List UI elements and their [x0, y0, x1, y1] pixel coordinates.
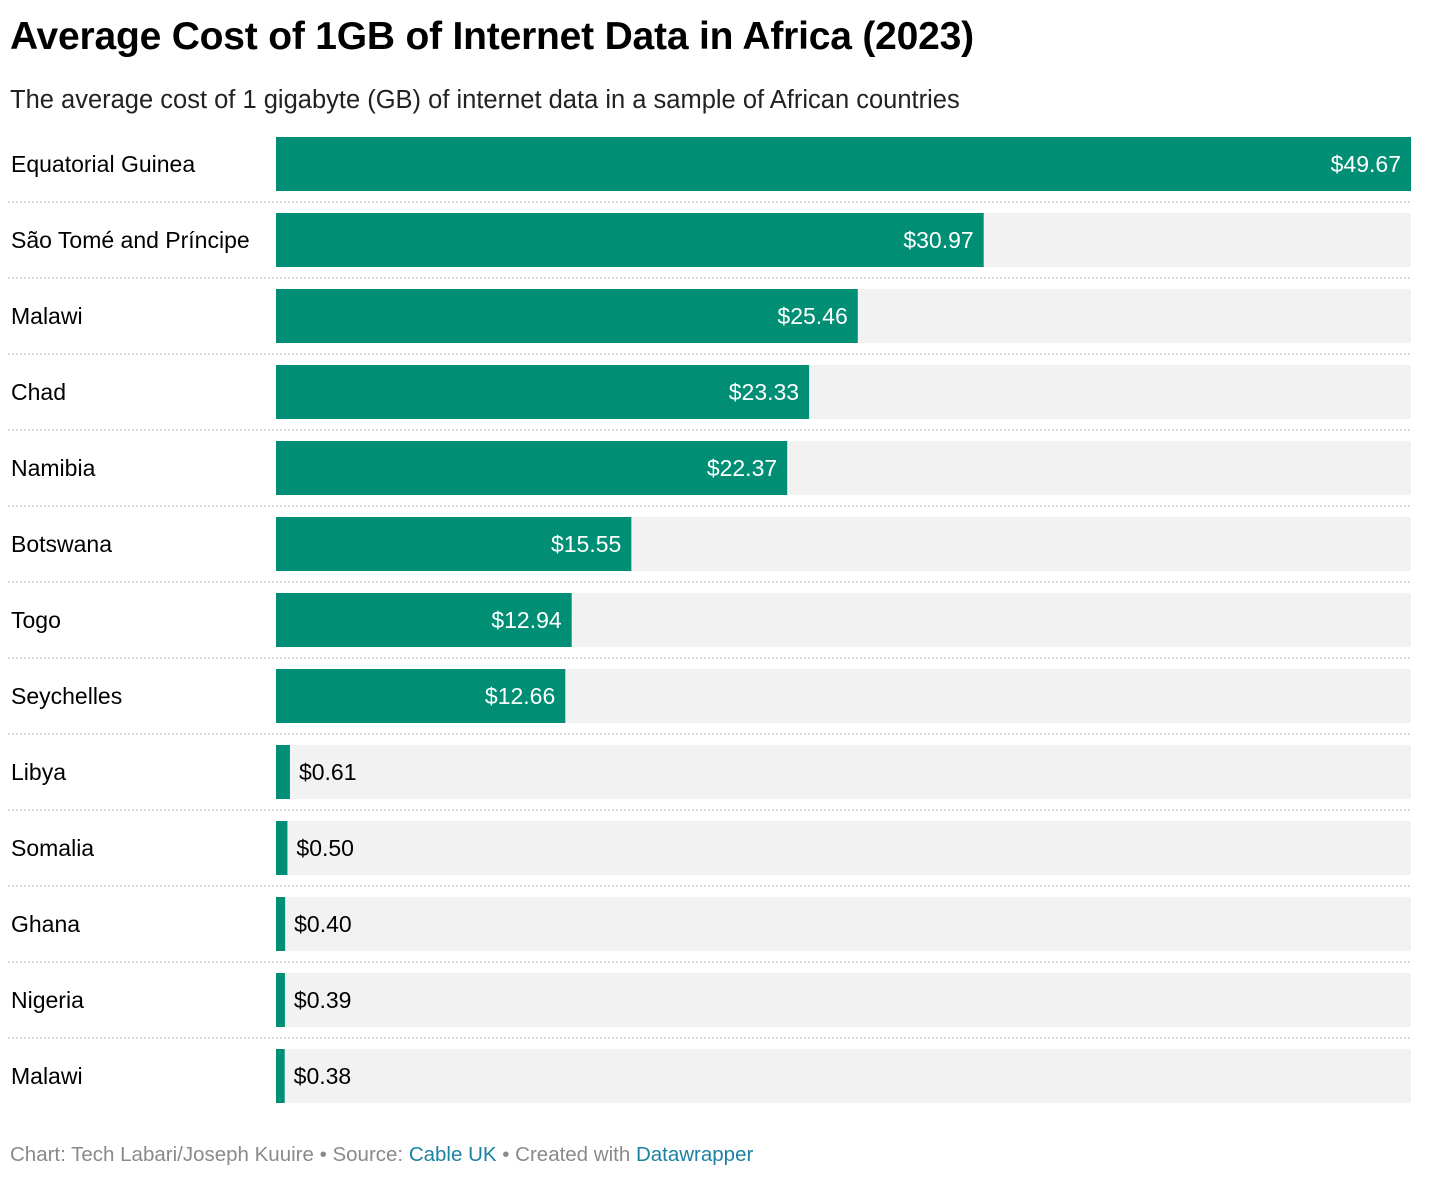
footer-credit: Chart: Tech Labari/Joseph Kuuire — [10, 1143, 314, 1166]
bar-row: Namibia $22.37 — [8, 441, 1411, 507]
value-label: $15.55 — [551, 531, 621, 557]
category-label: Nigeria — [11, 987, 84, 1013]
bar — [276, 669, 566, 723]
bar-row: Somalia $0.50 — [8, 821, 1411, 887]
bar-row: Botswana $15.55 — [8, 517, 1411, 583]
bar-row: Ghana $0.40 — [8, 897, 1411, 963]
chart-subtitle: The average cost of 1 gigabyte (GB) of i… — [10, 86, 960, 114]
category-label: Malawi — [11, 303, 83, 329]
value-label: $12.66 — [485, 683, 555, 709]
category-label: Somalia — [11, 835, 94, 861]
footer-source-prefix: Source: — [332, 1143, 409, 1166]
bar — [276, 821, 288, 875]
category-label: Malawi — [11, 1063, 83, 1089]
category-label: Botswana — [11, 531, 112, 557]
chart-title: Average Cost of 1GB of Internet Data in … — [10, 15, 974, 58]
value-label: $30.97 — [903, 227, 973, 253]
bar-row: Togo $12.94 — [8, 593, 1411, 659]
category-label: Equatorial Guinea — [11, 151, 195, 177]
value-label: $0.50 — [296, 835, 354, 861]
value-label: $0.39 — [294, 987, 352, 1013]
footer-separator: • — [496, 1143, 516, 1166]
bar-track — [276, 897, 1411, 951]
category-label: Libya — [11, 759, 66, 785]
bar-track — [276, 821, 1411, 875]
bar — [276, 745, 290, 799]
bar-row: Equatorial Guinea $49.67 — [8, 137, 1411, 203]
bar — [276, 973, 285, 1027]
chart-footer: Chart: Tech Labari/Joseph Kuuire • Sourc… — [10, 1140, 753, 1170]
value-label: $22.37 — [707, 455, 777, 481]
bar — [276, 441, 788, 495]
bar — [276, 289, 858, 343]
value-label: $49.67 — [1331, 151, 1401, 177]
value-label: $0.61 — [299, 759, 357, 785]
value-label: $0.40 — [294, 911, 352, 937]
value-label: $23.33 — [729, 379, 799, 405]
bar — [276, 365, 810, 419]
bar — [276, 593, 572, 647]
source-link[interactable]: Cable UK — [408, 1143, 497, 1166]
bar — [276, 137, 1411, 191]
bar-row: São Tomé and Príncipe $30.97 — [8, 213, 1411, 279]
category-label: Chad — [11, 379, 66, 405]
datawrapper-link[interactable]: Datawrapper — [635, 1143, 754, 1166]
bar-track — [276, 973, 1411, 1027]
bar-row: Seychelles $12.66 — [8, 669, 1411, 735]
category-label: Togo — [11, 607, 61, 633]
footer-created-prefix: Created with — [515, 1143, 636, 1166]
value-label: $12.94 — [491, 607, 562, 633]
bar — [276, 897, 286, 951]
bar-row: Malawi $25.46 — [8, 289, 1411, 355]
bar-track — [276, 1049, 1411, 1103]
bar — [276, 517, 632, 571]
category-label: Ghana — [11, 911, 80, 937]
category-label: Namibia — [11, 455, 96, 481]
bar-row: Libya $0.61 — [8, 745, 1411, 811]
bar — [276, 1049, 285, 1103]
value-label: $0.38 — [294, 1063, 352, 1089]
bar — [276, 213, 984, 267]
bar-row: Nigeria $0.39 — [8, 973, 1411, 1039]
value-label: $25.46 — [777, 303, 847, 329]
category-label: São Tomé and Príncipe — [11, 227, 250, 253]
footer-separator: • — [313, 1143, 333, 1166]
bar-row: Malawi $0.38 — [11, 1049, 1411, 1103]
bar-track — [276, 745, 1411, 799]
bar-row: Chad $23.33 — [8, 365, 1411, 431]
category-label: Seychelles — [11, 683, 122, 709]
